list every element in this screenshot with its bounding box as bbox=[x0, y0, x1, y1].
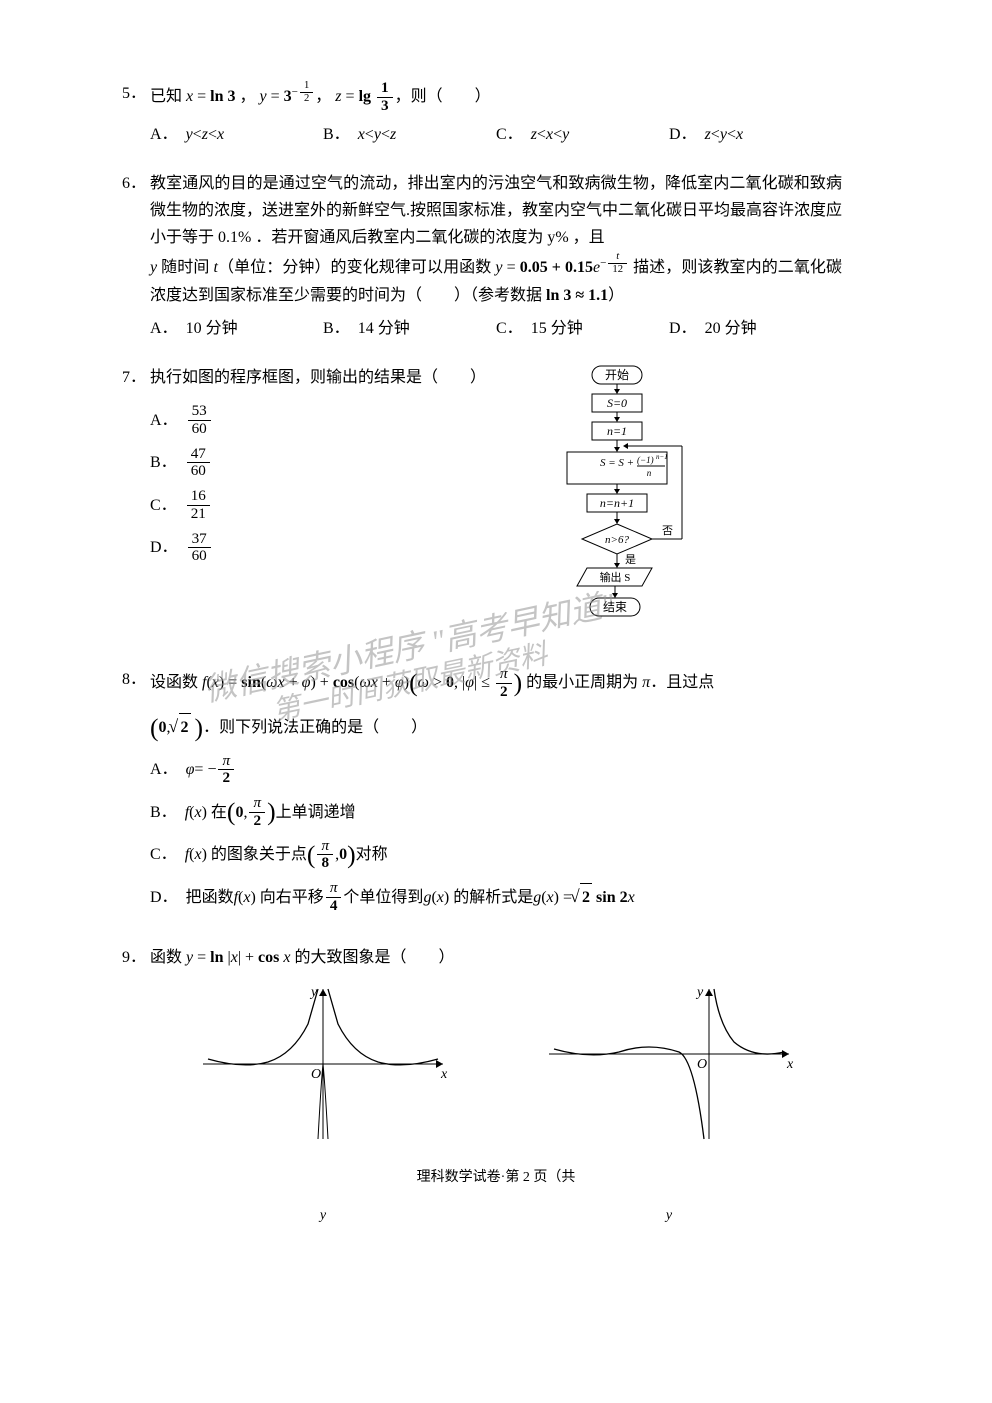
axis-y-label: y bbox=[695, 985, 704, 1000]
q9-graph-a: x y O bbox=[193, 984, 453, 1144]
q8-stem-point: (0, 2 )．则下列说法正确的是（ ） bbox=[150, 713, 842, 741]
q5-number: 5． bbox=[122, 80, 146, 107]
q8-options: A．φ = − π2 B．f(x) 在 (0, π2) 上单调递增 C．f(x)… bbox=[150, 753, 842, 923]
question-7: 7． 执行如图的程序框图，则输出的结果是（ ） A．5360 B．4760 C．… bbox=[150, 364, 842, 644]
q8-opt-b: B．f(x) 在 (0, π2) 上单调递增 bbox=[150, 795, 842, 829]
origin-label: O bbox=[697, 1057, 707, 1072]
y-label-right: y bbox=[666, 1204, 672, 1228]
q7-options: A．5360 B．4760 C．1621 D．3760 bbox=[150, 403, 842, 573]
q5-stem: 已知 x = ln 3 ， y = 3−12， z = lg 13，则（ ） bbox=[150, 80, 842, 115]
flow-no: 否 bbox=[662, 525, 673, 537]
q6-opt-c: C．15 分钟 bbox=[496, 315, 669, 342]
q6-stem-p1: 教室通风的目的是通过空气的流动，排出室内的污浊空气和致病微生物，降低室内二氧化碳… bbox=[150, 170, 842, 252]
flowchart-diagram: 开始 S=0 n=1 S = S + (−1) n−1 n n=n+1 n>6? bbox=[522, 364, 722, 634]
q6-opt-d: D．20 分钟 bbox=[669, 315, 842, 342]
svg-text:n: n bbox=[647, 468, 652, 478]
flow-s0: S=0 bbox=[607, 396, 627, 410]
flow-update: S = S + bbox=[600, 457, 634, 469]
svg-text:(−1): (−1) bbox=[637, 455, 654, 465]
q9-number: 9． bbox=[122, 944, 146, 971]
flow-start: 开始 bbox=[605, 368, 629, 382]
svg-text:n−1: n−1 bbox=[656, 453, 668, 461]
flow-end: 结束 bbox=[603, 600, 627, 614]
q7-opt-c: C．1621 bbox=[150, 488, 842, 522]
q8-opt-a: A．φ = − π2 bbox=[150, 753, 842, 787]
q9-stem: 函数 y = ln |x| + cos x 的大致图象是（ ） bbox=[150, 944, 842, 971]
y-label-left: y bbox=[320, 1204, 326, 1228]
q5-opt-c: C．z < x < y bbox=[496, 121, 669, 148]
q7-number: 7． bbox=[122, 364, 146, 391]
flow-inc: n=n+1 bbox=[600, 496, 634, 510]
flow-out: 输出 S bbox=[600, 570, 631, 584]
origin-label: O bbox=[311, 1067, 321, 1082]
axis-x-label: x bbox=[440, 1067, 448, 1082]
flow-cond: n>6? bbox=[605, 534, 629, 546]
q7-opt-d: D．3760 bbox=[150, 531, 842, 565]
q8-number: 8． bbox=[122, 666, 146, 693]
q5-opt-a: A．y < z < x bbox=[150, 121, 323, 148]
question-5: 5． 已知 x = ln 3 ， y = 3−12， z = lg 13，则（ … bbox=[150, 80, 842, 148]
q9-graph-b: x y O bbox=[539, 984, 799, 1144]
question-9: 9． 函数 y = ln |x| + cos x 的大致图象是（ ） x y O… bbox=[150, 944, 842, 1143]
q6-opt-a: A．10 分钟 bbox=[150, 315, 323, 342]
page-footer: 理科数学试卷·第 2 页（共 bbox=[150, 1166, 842, 1190]
q8-opt-c: C．f(x) 的图象关于点 (π8, 0) 对称 bbox=[150, 838, 842, 872]
q8-opt-d: D．把函数 f(x) 向右平移 π4 个单位得到 g(x) 的解析式是 g(x)… bbox=[150, 880, 842, 914]
q8-stem: 设函数 f(x) = sin(ωx + φ) + cos(ωx + φ)(ω >… bbox=[150, 666, 842, 700]
axis-x-label: x bbox=[786, 1057, 794, 1072]
q6-opt-b: B．14 分钟 bbox=[323, 315, 496, 342]
q7-stem: 执行如图的程序框图，则输出的结果是（ ） bbox=[150, 364, 842, 391]
q5-opt-d: D．z < y < x bbox=[669, 121, 842, 148]
q5-opt-b: B．x < y < z bbox=[323, 121, 496, 148]
q6-number: 6． bbox=[122, 170, 146, 197]
q6-options: A．10 分钟 B．14 分钟 C．15 分钟 D．20 分钟 bbox=[150, 315, 842, 342]
q9-graphs: x y O x y O bbox=[150, 984, 842, 1144]
q7-opt-b: B．4760 bbox=[150, 446, 842, 480]
question-8: 8． 设函数 f(x) = sin(ωx + φ) + cos(ωx + φ)(… bbox=[150, 666, 842, 922]
flow-yes: 是 bbox=[625, 553, 636, 566]
question-6: 6． 教室通风的目的是通过空气的流动，排出室内的污浊空气和致病微生物，降低室内二… bbox=[150, 170, 842, 342]
q7-opt-a: A．5360 bbox=[150, 403, 842, 437]
q6-stem-p2: y 随时间 t（单位：分钟）的变化规律可以用函数 y = 0.05 + 0.15… bbox=[150, 251, 842, 308]
q5-options: A．y < z < x B．x < y < z C．z < x < y D．z … bbox=[150, 121, 842, 148]
flow-n1: n=1 bbox=[607, 424, 627, 438]
